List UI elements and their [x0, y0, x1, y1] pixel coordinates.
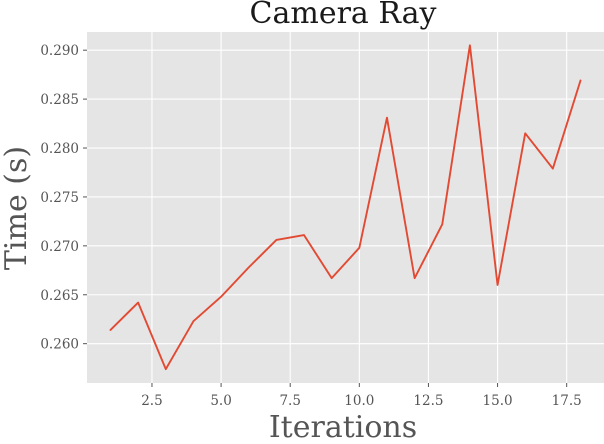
- y-tick-label: 0.275: [40, 190, 79, 206]
- y-axis-label: Time (s): [0, 146, 34, 270]
- data-point: [110, 329, 112, 331]
- data-point: [220, 296, 222, 298]
- x-tick-label: 2.5: [141, 393, 162, 409]
- y-tick-label: 0.270: [40, 239, 79, 255]
- data-point: [580, 80, 582, 82]
- plot-area: [87, 32, 604, 383]
- data-point: [275, 239, 277, 241]
- y-tick-label: 0.280: [40, 141, 79, 157]
- x-tick-label: 7.5: [279, 393, 300, 409]
- chart-title: Camera Ray: [250, 0, 437, 31]
- data-point: [165, 368, 167, 370]
- x-axis-label: Iterations: [269, 410, 417, 444]
- x-tick-label: 12.5: [413, 393, 443, 409]
- data-point: [497, 284, 499, 286]
- x-axis-ticks: 2.5 5.0 7.5 10.0 12.5 15.0 17.5: [141, 383, 582, 409]
- data-point: [137, 302, 139, 304]
- data-point: [248, 266, 250, 268]
- grid-lines: [87, 32, 604, 383]
- y-tick-label: 0.285: [40, 92, 79, 108]
- y-tick-label: 0.260: [40, 337, 79, 353]
- x-tick-label: 5.0: [210, 393, 231, 409]
- series-layer: [109, 44, 582, 371]
- y-tick-label: 0.265: [40, 288, 79, 304]
- data-point: [303, 234, 305, 236]
- data-point: [524, 132, 526, 134]
- series-line: [109, 44, 582, 371]
- data-point: [414, 277, 416, 279]
- x-tick-label: 10.0: [344, 393, 374, 409]
- data-point: [469, 44, 471, 46]
- data-point: [386, 117, 388, 119]
- data-point: [358, 247, 360, 249]
- x-tick-label: 17.5: [552, 393, 582, 409]
- y-tick-label: 0.290: [40, 43, 79, 59]
- y-axis-ticks: 0.260 0.265 0.270 0.275 0.280 0.285 0.290: [40, 43, 87, 353]
- data-point: [193, 320, 195, 322]
- data-point: [552, 168, 554, 170]
- x-tick-label: 15.0: [483, 393, 513, 409]
- data-point: [331, 277, 333, 279]
- data-point: [441, 223, 443, 225]
